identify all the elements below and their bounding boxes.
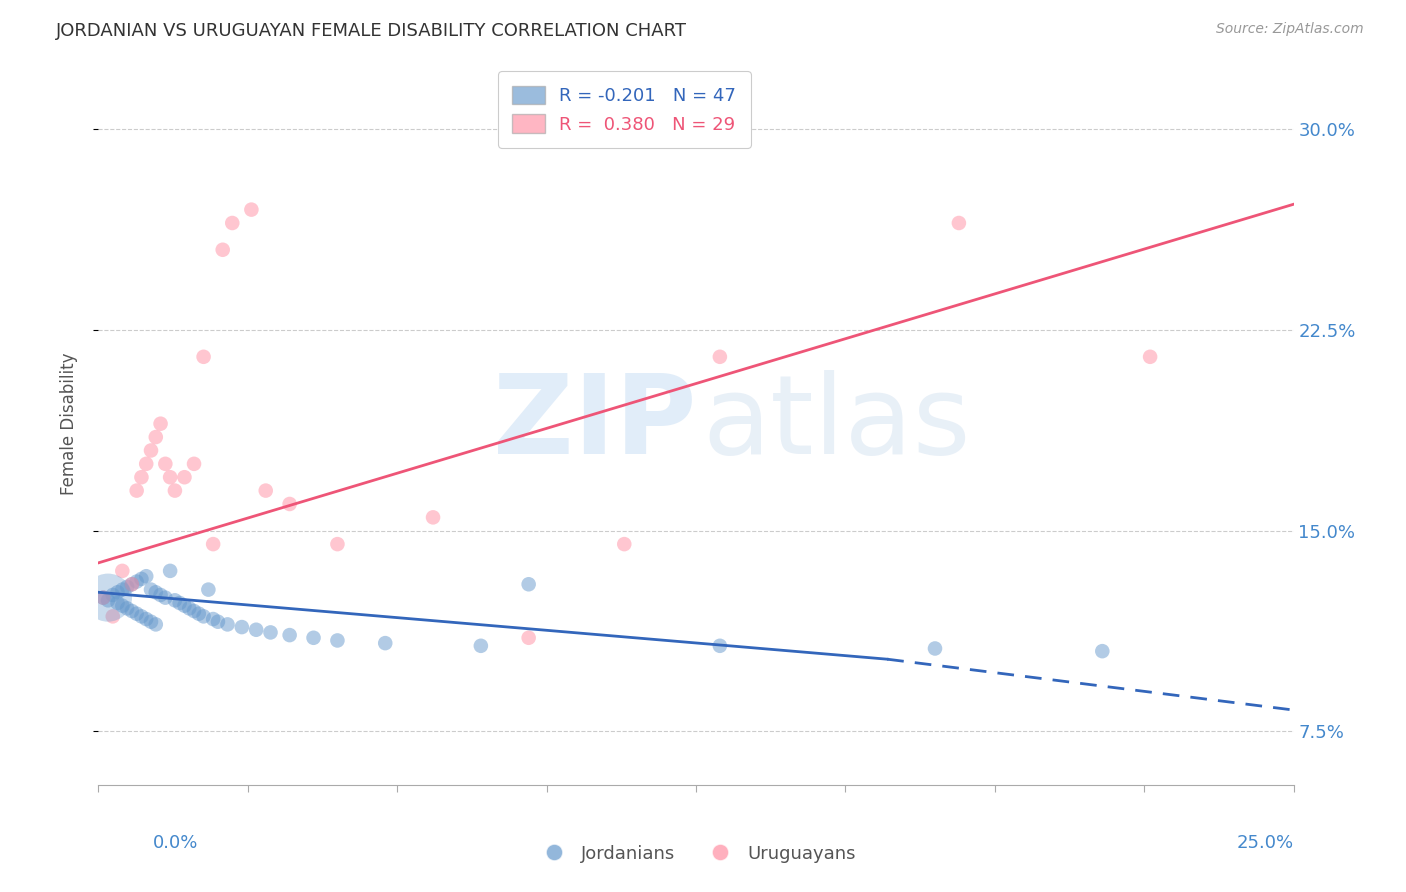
Point [135,612,157,626]
Point [326,633,349,648]
Point [302,631,325,645]
Point [121,577,143,591]
Text: 25.0%: 25.0% [1237,834,1294,852]
Point [187,607,209,621]
Point [115,601,138,615]
Point [240,202,263,217]
Point [183,457,205,471]
Point [115,580,138,594]
Point [517,577,540,591]
Point [709,639,731,653]
Text: atlas: atlas [702,370,970,477]
Point [125,607,148,621]
Point [131,609,153,624]
Point [183,604,205,618]
Point [107,596,129,610]
Point [217,617,239,632]
Point [131,572,153,586]
Point [1091,644,1114,658]
Point [111,582,134,597]
Point [91,591,114,605]
Point [173,599,195,613]
Point [245,623,267,637]
Point [278,497,301,511]
Point [149,417,172,431]
Point [163,483,186,498]
Point [254,483,277,498]
Point [163,593,186,607]
Point [121,577,143,591]
Point [197,582,219,597]
Point [374,636,396,650]
Point [101,609,124,624]
Point [517,631,540,645]
Point [278,628,301,642]
Point [193,609,215,624]
Point [326,537,349,551]
Point [139,582,162,597]
Point [155,457,177,471]
Point [709,350,731,364]
Point [470,639,492,653]
Point [145,585,167,599]
Text: Source: ZipAtlas.com: Source: ZipAtlas.com [1216,22,1364,37]
Point [193,350,215,364]
Point [125,574,148,589]
Point [422,510,444,524]
Point [125,483,148,498]
Point [211,243,233,257]
Point [173,470,195,484]
Y-axis label: Female Disability: Female Disability [59,352,77,495]
Point [221,216,243,230]
Point [155,591,177,605]
Point [159,470,181,484]
Point [169,596,191,610]
Point [145,430,167,444]
Point [924,641,946,656]
Point [259,625,281,640]
Point [107,585,129,599]
Point [121,604,143,618]
Point [149,588,172,602]
Legend: Jordanians, Uruguayans: Jordanians, Uruguayans [529,838,863,870]
Point [97,591,120,605]
Point [207,615,229,629]
Point [1139,350,1161,364]
Point [613,537,636,551]
Point [139,443,162,458]
Point [145,617,167,632]
Point [91,591,114,605]
Point [131,470,153,484]
Point [111,599,134,613]
Point [202,612,225,626]
Point [202,537,225,551]
Point [135,457,157,471]
Point [139,615,162,629]
Point [948,216,970,230]
Point [97,593,120,607]
Point [111,564,134,578]
Text: JORDANIAN VS URUGUAYAN FEMALE DISABILITY CORRELATION CHART: JORDANIAN VS URUGUAYAN FEMALE DISABILITY… [56,22,688,40]
Point [159,564,181,578]
Point [101,588,124,602]
Point [135,569,157,583]
Point [231,620,253,634]
Text: 0.0%: 0.0% [153,834,198,852]
Text: ZIP: ZIP [492,370,696,477]
Point [179,601,201,615]
